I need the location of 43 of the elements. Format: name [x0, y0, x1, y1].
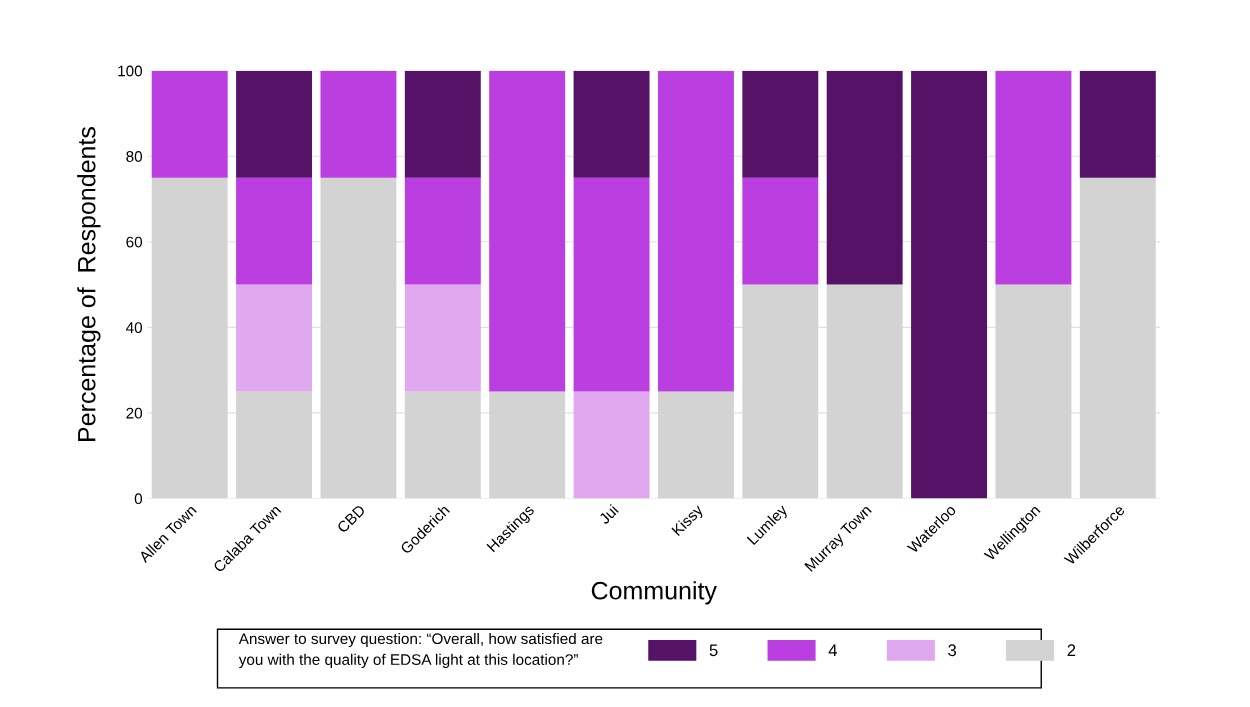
- y-tick-label: 0: [134, 493, 143, 505]
- legend-title: Answer to survey question: “Overall, how satisfied are you with the quality of EDSA light at this location?”: [238, 632, 603, 668]
- bar: [320, 177, 397, 499]
- bar: [1079, 70, 1156, 178]
- bar: [742, 284, 819, 499]
- legend-label: 4: [828, 644, 838, 656]
- bar: [489, 70, 566, 392]
- y-tick-label: 80: [126, 151, 143, 162]
- bar: [320, 70, 397, 178]
- bar: [995, 284, 1072, 499]
- x-axis-title: Community: [591, 581, 717, 605]
- bar: [236, 284, 313, 392]
- legend-label: 5: [709, 644, 718, 657]
- y-tick-label: 40: [126, 322, 143, 334]
- legend-label: 2: [1067, 644, 1076, 656]
- y-tick-label: 100: [118, 65, 143, 77]
- bar: [742, 70, 819, 178]
- y-tick-label: 20: [126, 407, 143, 419]
- bar: [826, 70, 903, 285]
- bar: [573, 70, 650, 178]
- bar: [742, 177, 819, 285]
- bar: [151, 177, 228, 499]
- bar: [573, 177, 650, 392]
- bar: [236, 177, 313, 285]
- bar: [151, 70, 228, 178]
- bar: [911, 70, 988, 499]
- bar: [826, 284, 903, 499]
- bar: [404, 284, 481, 392]
- bar: [995, 70, 1072, 285]
- bar: [236, 391, 313, 499]
- y-axis-title: Percentage of Respondents: [77, 127, 101, 441]
- bar: [489, 391, 566, 499]
- bar: [657, 391, 734, 499]
- y-tick-label: 60: [126, 236, 143, 248]
- bar: [573, 391, 650, 499]
- x-tick-label: Jui: [597, 504, 619, 525]
- bar: [236, 70, 313, 178]
- bar: [404, 70, 481, 178]
- legend-label: 3: [948, 644, 957, 657]
- bar: [657, 70, 734, 392]
- bar: [404, 177, 481, 285]
- bar: [1079, 177, 1156, 499]
- bar: [404, 391, 481, 499]
